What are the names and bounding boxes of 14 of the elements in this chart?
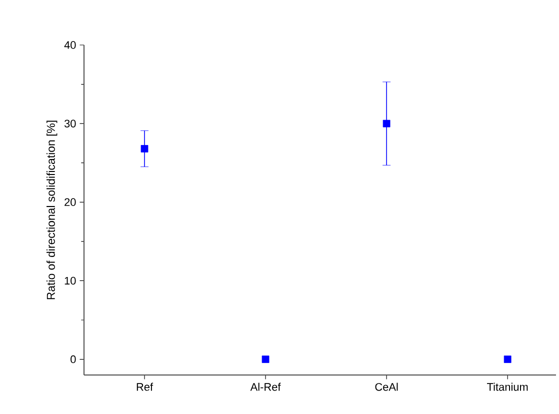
x-tick-label: Al-Ref (250, 382, 281, 391)
y-tick-label: 40 (64, 41, 76, 49)
y-tick-label: 0 (70, 355, 76, 364)
y-tick-label: 20 (64, 198, 76, 206)
x-tick-label: Ref (136, 382, 154, 391)
x-tick-label: Titanium (487, 382, 528, 391)
x-tick-label: CeAl (375, 382, 398, 391)
point (140, 145, 148, 152)
point (382, 120, 390, 128)
point (262, 356, 270, 363)
y-tick-label: 30 (64, 120, 76, 128)
y-axis-title: Ratio of directional solidification [%] (46, 120, 58, 300)
point (504, 356, 512, 363)
y-tick-label: 10 (64, 276, 76, 285)
